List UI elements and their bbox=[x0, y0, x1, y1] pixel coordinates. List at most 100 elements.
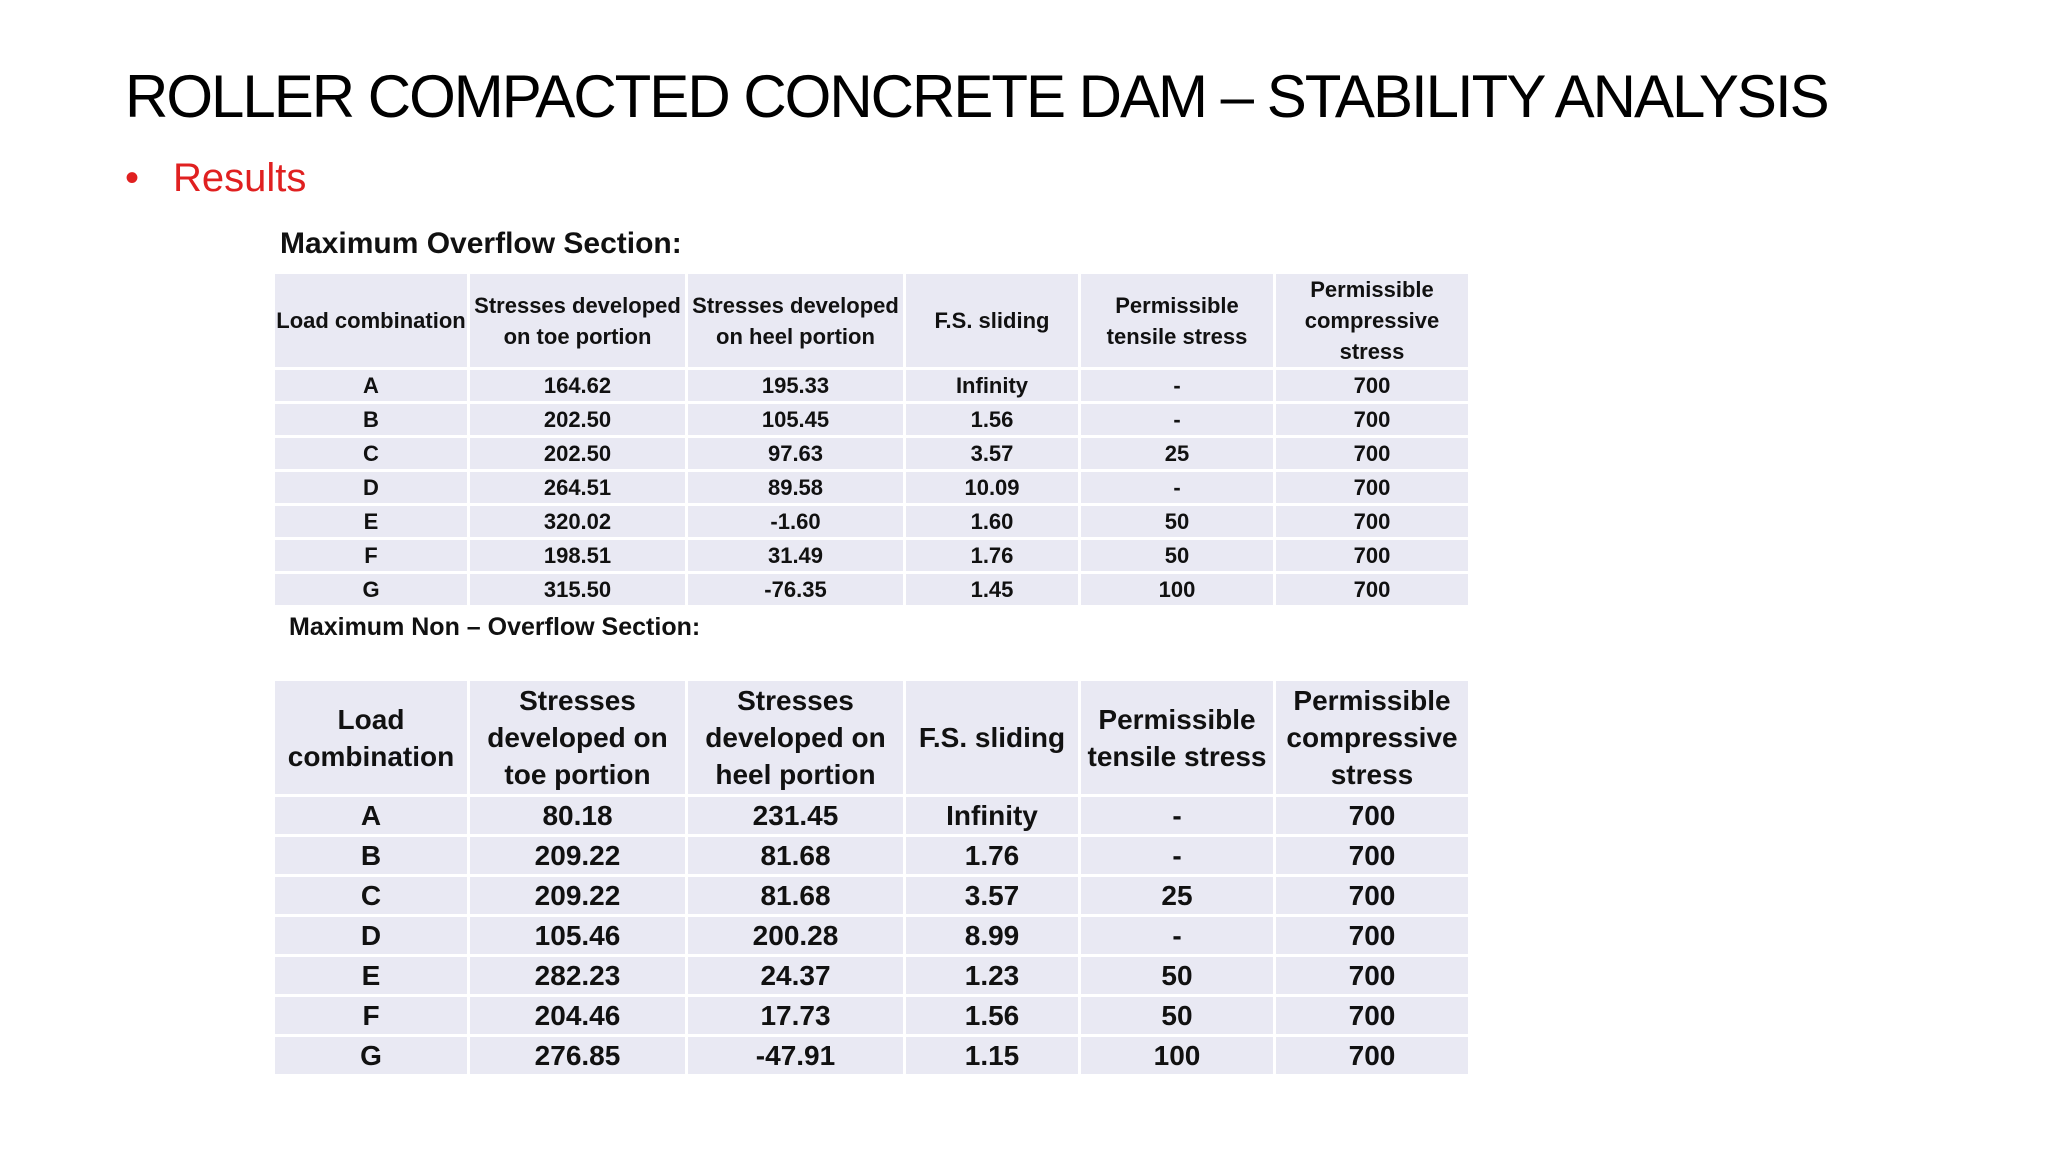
column-header: F.S. sliding bbox=[906, 274, 1078, 367]
column-header: Permissible compressive stress bbox=[1276, 274, 1468, 367]
table-cell: 700 bbox=[1276, 472, 1468, 503]
table-cell: 100 bbox=[1081, 1037, 1273, 1074]
table-cell: 1.56 bbox=[906, 404, 1078, 435]
column-header: Stresses developed on heel portion bbox=[688, 681, 903, 794]
table-cell: 89.58 bbox=[688, 472, 903, 503]
table-cell: 202.50 bbox=[470, 404, 685, 435]
results-label: Results bbox=[173, 156, 307, 200]
table-cell: 700 bbox=[1276, 1037, 1468, 1074]
table-cell: 700 bbox=[1276, 506, 1468, 537]
column-header: Stresses developed on toe portion bbox=[470, 274, 685, 367]
table-cell: 700 bbox=[1276, 917, 1468, 954]
overflow-results-table: Load combination Stresses developed on t… bbox=[272, 271, 1471, 608]
table-cell: 10.09 bbox=[906, 472, 1078, 503]
table-cell: D bbox=[275, 472, 467, 503]
table-cell: 17.73 bbox=[688, 997, 903, 1034]
nonoverflow-section-heading: Maximum Non – Overflow Section: bbox=[289, 613, 701, 641]
table-cell: A bbox=[275, 370, 467, 401]
table-cell: - bbox=[1081, 404, 1273, 435]
table-cell: 700 bbox=[1276, 797, 1468, 834]
table-cell: 25 bbox=[1081, 877, 1273, 914]
table-cell: 700 bbox=[1276, 877, 1468, 914]
table-row: D 105.46 200.28 8.99 - 700 bbox=[275, 917, 1468, 954]
table-row: G 315.50 -76.35 1.45 100 700 bbox=[275, 574, 1468, 605]
table-cell: 195.33 bbox=[688, 370, 903, 401]
table-cell: 164.62 bbox=[470, 370, 685, 401]
bullet-marker: • bbox=[125, 156, 140, 200]
table-cell: 1.60 bbox=[906, 506, 1078, 537]
table-row: F 204.46 17.73 1.56 50 700 bbox=[275, 997, 1468, 1034]
table-cell: 276.85 bbox=[470, 1037, 685, 1074]
nonoverflow-results-table: Load combination Stresses developed on t… bbox=[272, 678, 1471, 1077]
column-header: Load combination bbox=[275, 274, 467, 367]
table-cell: 50 bbox=[1081, 540, 1273, 571]
table-row: G 276.85 -47.91 1.15 100 700 bbox=[275, 1037, 1468, 1074]
table-cell: 204.46 bbox=[470, 997, 685, 1034]
table-cell: 105.45 bbox=[688, 404, 903, 435]
table-cell: 97.63 bbox=[688, 438, 903, 469]
table-cell: 1.15 bbox=[906, 1037, 1078, 1074]
table-cell: 50 bbox=[1081, 997, 1273, 1034]
table-cell: 1.23 bbox=[906, 957, 1078, 994]
table-row: C 209.22 81.68 3.57 25 700 bbox=[275, 877, 1468, 914]
table-cell: 198.51 bbox=[470, 540, 685, 571]
table-cell: 50 bbox=[1081, 506, 1273, 537]
table-cell: 700 bbox=[1276, 540, 1468, 571]
table-row: D 264.51 89.58 10.09 - 700 bbox=[275, 472, 1468, 503]
table-cell: G bbox=[275, 1037, 467, 1074]
table-header: Load combination Stresses developed on t… bbox=[275, 681, 1468, 794]
table-cell: - bbox=[1081, 370, 1273, 401]
table-cell: 8.99 bbox=[906, 917, 1078, 954]
table-cell: - bbox=[1081, 472, 1273, 503]
table-cell: E bbox=[275, 506, 467, 537]
table-cell: 1.56 bbox=[906, 997, 1078, 1034]
table-cell: G bbox=[275, 574, 467, 605]
column-header: Stresses developed on heel portion bbox=[688, 274, 903, 367]
table-cell: F bbox=[275, 997, 467, 1034]
table-cell: C bbox=[275, 877, 467, 914]
table-row: A 164.62 195.33 Infinity - 700 bbox=[275, 370, 1468, 401]
table-cell: 200.28 bbox=[688, 917, 903, 954]
column-header: F.S. sliding bbox=[906, 681, 1078, 794]
column-header: Permissible tensile stress bbox=[1081, 681, 1273, 794]
table-row: C 202.50 97.63 3.57 25 700 bbox=[275, 438, 1468, 469]
table-cell: -1.60 bbox=[688, 506, 903, 537]
table-cell: E bbox=[275, 957, 467, 994]
table-row: E 320.02 -1.60 1.60 50 700 bbox=[275, 506, 1468, 537]
table-cell: Infinity bbox=[906, 370, 1078, 401]
table-cell: 100 bbox=[1081, 574, 1273, 605]
table-cell: 315.50 bbox=[470, 574, 685, 605]
table-cell: 202.50 bbox=[470, 438, 685, 469]
table-cell: 231.45 bbox=[688, 797, 903, 834]
results-bullet: • Results bbox=[125, 156, 306, 201]
table-cell: F bbox=[275, 540, 467, 571]
table-cell: 24.37 bbox=[688, 957, 903, 994]
table-row: F 198.51 31.49 1.76 50 700 bbox=[275, 540, 1468, 571]
table-row: B 209.22 81.68 1.76 - 700 bbox=[275, 837, 1468, 874]
table-cell: 700 bbox=[1276, 370, 1468, 401]
table-row: B 202.50 105.45 1.56 - 700 bbox=[275, 404, 1468, 435]
table-cell: 1.45 bbox=[906, 574, 1078, 605]
table-cell: 81.68 bbox=[688, 877, 903, 914]
table-cell: 25 bbox=[1081, 438, 1273, 469]
table-cell: 700 bbox=[1276, 438, 1468, 469]
table-cell: - bbox=[1081, 917, 1273, 954]
table-row: E 282.23 24.37 1.23 50 700 bbox=[275, 957, 1468, 994]
table-cell: B bbox=[275, 837, 467, 874]
table-cell: 209.22 bbox=[470, 837, 685, 874]
header-row: Load combination Stresses developed on t… bbox=[275, 681, 1468, 794]
table-cell: 1.76 bbox=[906, 837, 1078, 874]
table-cell: A bbox=[275, 797, 467, 834]
table-cell: B bbox=[275, 404, 467, 435]
table-cell: D bbox=[275, 917, 467, 954]
table-cell: 320.02 bbox=[470, 506, 685, 537]
table-cell: 3.57 bbox=[906, 438, 1078, 469]
table-header: Load combination Stresses developed on t… bbox=[275, 274, 1468, 367]
column-header: Load combination bbox=[275, 681, 467, 794]
table-cell: 3.57 bbox=[906, 877, 1078, 914]
table-row: A 80.18 231.45 Infinity - 700 bbox=[275, 797, 1468, 834]
table-cell: 700 bbox=[1276, 404, 1468, 435]
column-header: Permissible compressive stress bbox=[1276, 681, 1468, 794]
table-cell: 700 bbox=[1276, 997, 1468, 1034]
table-cell: Infinity bbox=[906, 797, 1078, 834]
